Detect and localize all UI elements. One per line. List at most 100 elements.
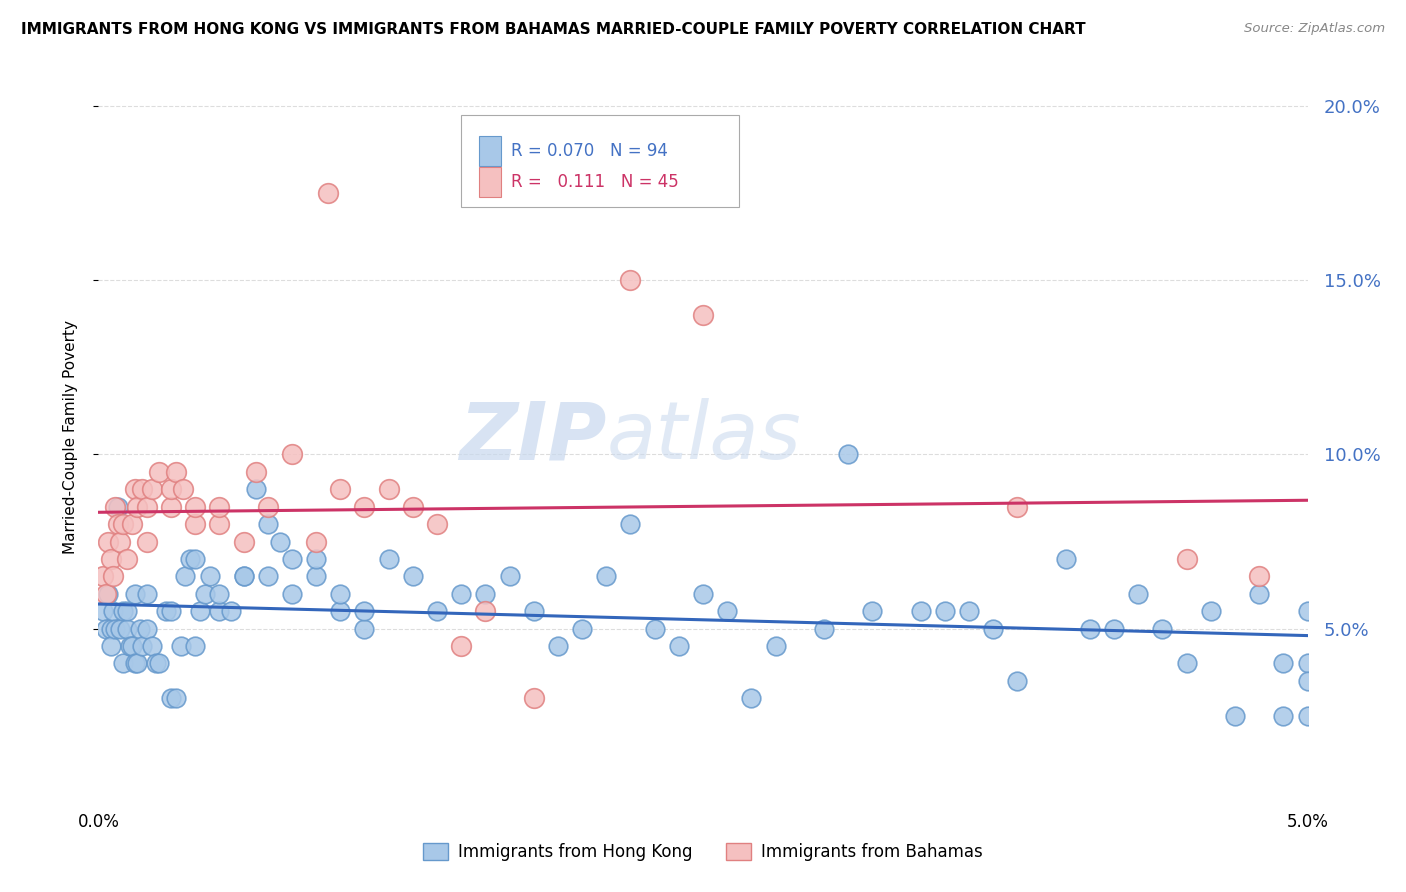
Point [957, 604, 980, 618]
Point [571, 622, 593, 636]
Point [1078, 622, 1101, 636]
Point [107, 500, 129, 514]
Point [127, 500, 149, 514]
Point [165, 691, 187, 706]
Point [692, 587, 714, 601]
Point [135, 534, 157, 549]
Point [1296, 604, 1319, 618]
Point [194, 587, 217, 601]
Point [117, 604, 139, 618]
Point [1296, 657, 1319, 671]
Point [281, 448, 304, 462]
Point [377, 552, 399, 566]
Bar [479, 167, 501, 197]
Point [121, 639, 143, 653]
Point [1249, 569, 1271, 583]
Point [124, 657, 146, 671]
Point [148, 465, 170, 479]
Point [1272, 657, 1295, 671]
Point [97, 587, 120, 601]
Point [184, 500, 207, 514]
Point [1249, 587, 1271, 601]
Point [329, 604, 352, 618]
Point [595, 569, 617, 583]
Text: IMMIGRANTS FROM HONG KONG VS IMMIGRANTS FROM BAHAMAS MARRIED-COUPLE FAMILY POVER: IMMIGRANTS FROM HONG KONG VS IMMIGRANTS … [21, 22, 1085, 37]
Point [1175, 552, 1198, 566]
Point [1175, 657, 1198, 671]
Point [118, 639, 141, 653]
Point [740, 691, 762, 706]
Point [111, 657, 134, 671]
Point [245, 483, 267, 497]
Point [305, 552, 328, 566]
Point [426, 517, 449, 532]
Point [208, 587, 231, 601]
Point [450, 639, 472, 653]
Point [135, 622, 157, 636]
Point [426, 604, 449, 618]
Point [402, 500, 425, 514]
Point [1128, 587, 1150, 601]
Point [148, 657, 170, 671]
Point [910, 604, 932, 618]
Point [1223, 708, 1246, 723]
Point [523, 604, 546, 618]
Point [353, 500, 375, 514]
Point [127, 657, 149, 671]
Point [160, 691, 183, 706]
Point [256, 500, 278, 514]
Point [111, 517, 134, 532]
Point [141, 483, 163, 497]
Point [1199, 604, 1222, 618]
Point [117, 622, 139, 636]
Point [305, 569, 328, 583]
Point [498, 569, 520, 583]
Point [329, 483, 352, 497]
Point [91, 604, 114, 618]
Point [813, 622, 835, 636]
Point [353, 604, 375, 618]
Point [131, 639, 153, 653]
Point [100, 622, 122, 636]
Point [100, 639, 122, 653]
Point [474, 604, 496, 618]
Point [117, 552, 139, 566]
Point [1102, 622, 1125, 636]
Point [97, 534, 120, 549]
Point [716, 604, 738, 618]
Point [141, 639, 163, 653]
Point [108, 534, 131, 549]
Point [256, 569, 278, 583]
Point [1296, 708, 1319, 723]
Point [316, 186, 339, 201]
Point [981, 622, 1004, 636]
Point [619, 517, 641, 532]
Point [1054, 552, 1077, 566]
Point [837, 448, 859, 462]
Point [377, 483, 399, 497]
Point [208, 517, 231, 532]
Point [221, 604, 243, 618]
Point [121, 517, 143, 532]
Point [1272, 708, 1295, 723]
Point [353, 622, 375, 636]
Text: ZIP: ZIP [458, 398, 606, 476]
Point [245, 465, 267, 479]
Point [860, 604, 883, 618]
Point [644, 622, 666, 636]
Point [281, 552, 304, 566]
Text: Source: ZipAtlas.com: Source: ZipAtlas.com [1244, 22, 1385, 36]
Point [1296, 673, 1319, 688]
Point [523, 691, 546, 706]
Text: R =   0.111   N = 45: R = 0.111 N = 45 [510, 173, 679, 191]
Point [668, 639, 690, 653]
Point [184, 552, 207, 566]
Point [1007, 673, 1029, 688]
Point [131, 483, 153, 497]
Point [256, 517, 278, 532]
Point [94, 622, 117, 636]
Text: atlas: atlas [606, 398, 801, 476]
Point [135, 500, 157, 514]
Y-axis label: Married-Couple Family Poverty: Married-Couple Family Poverty [63, 320, 77, 554]
Point [179, 552, 201, 566]
